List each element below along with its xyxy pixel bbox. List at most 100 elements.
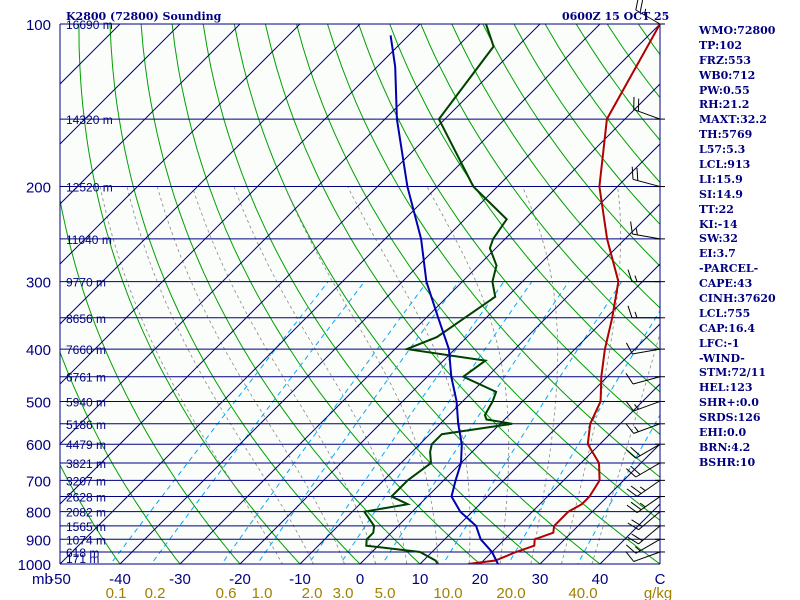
pressure-tick-label: 800 <box>26 505 51 522</box>
isotherm <box>179 83 660 564</box>
wind-half-feather <box>634 546 641 552</box>
pressure-tick-label: 1000 <box>18 557 51 574</box>
wind-half-feather <box>634 404 639 410</box>
pressure-tick-label: 500 <box>26 394 51 411</box>
temperature-tick-label: -40 <box>109 571 131 588</box>
index-item: EHI:0.0 <box>699 426 747 440</box>
mixing-ratio-line <box>109 281 329 564</box>
pressure-tick-label: 300 <box>26 275 51 292</box>
isotherm <box>60 24 421 385</box>
wind-feather <box>635 0 639 11</box>
height-label: 618 m <box>66 546 99 560</box>
moist-adiabat <box>126 186 314 564</box>
temperature-tick-label: 20 <box>472 571 489 588</box>
height-label: 9770 m <box>66 276 106 290</box>
wind-feather <box>625 551 635 562</box>
wind-staff <box>632 348 661 355</box>
wind-feather <box>625 468 637 478</box>
mixing-ratio-label: 40.0 <box>568 585 597 600</box>
wind-staff <box>632 376 661 385</box>
wind-barb <box>627 525 665 545</box>
temperature-tick-label: 10 <box>412 571 429 588</box>
height-label: 5186 m <box>66 418 106 432</box>
height-label: 5940 m <box>66 395 106 409</box>
wind-half-feather <box>643 8 647 16</box>
moist-adiabat <box>233 186 408 564</box>
mixing-ratio-label: g/kg <box>644 585 672 600</box>
wind-feather <box>625 449 637 459</box>
pressure-tick-label: 400 <box>26 342 51 359</box>
dewpoint-line <box>362 24 513 564</box>
dry-adiabat <box>60 463 121 564</box>
index-item: CAP:16.4 <box>699 321 756 335</box>
height-label: 8656 m <box>66 312 106 326</box>
wind-half-feather <box>634 275 638 282</box>
isotherm <box>60 24 601 564</box>
index-item: LFC:-1 <box>699 336 740 350</box>
wind-feather <box>625 423 635 434</box>
wind-barb <box>625 462 665 478</box>
wind-half-feather <box>639 486 646 492</box>
height-label: 2082 m <box>66 506 106 520</box>
index-item: TT:22 <box>699 202 734 216</box>
wind-half-feather <box>634 311 638 318</box>
isotherm <box>60 24 241 205</box>
pressure-tick-label: 100 <box>26 17 51 34</box>
wind-half-feather <box>634 426 639 433</box>
index-item: FRZ:553 <box>699 53 752 67</box>
pressure-tick-label: 200 <box>26 180 51 197</box>
mixing-ratio-label: 3.0 <box>333 585 354 600</box>
mixing-ratio-line <box>507 309 660 564</box>
moist-adiabat <box>156 186 345 564</box>
wind-feather <box>631 519 643 527</box>
pressure-tick-label: 900 <box>26 532 51 549</box>
index-item: WB0:712 <box>699 68 756 82</box>
wind-feather <box>627 269 633 282</box>
height-label: 171 m <box>66 552 99 566</box>
temperature-tick-label: -10 <box>289 571 311 588</box>
pressure-axis-unit: mb <box>32 571 53 588</box>
index-item: CINH:37620 <box>699 292 776 306</box>
wind-feather <box>630 446 641 457</box>
moist-adiabat <box>426 186 510 564</box>
temperature-tick-label: C <box>655 571 666 588</box>
index-item: STM:72/11 <box>699 366 766 380</box>
temperature-tick-label: 30 <box>532 571 549 588</box>
temperature-tick-label: 40 <box>592 571 609 588</box>
isotherm <box>479 383 660 564</box>
isotherm <box>359 263 660 564</box>
index-item: TH:5769 <box>699 128 753 142</box>
mixing-ratio-label: 20.0 <box>496 585 525 600</box>
isotherm <box>60 24 541 505</box>
wind-feather <box>630 221 633 235</box>
isotherm <box>539 443 660 564</box>
wind-feather <box>626 488 638 497</box>
isobars <box>60 23 660 565</box>
wind-barb <box>627 269 665 283</box>
wind-feather <box>625 373 634 385</box>
mixing-ratio-line <box>442 281 623 564</box>
wind-barb <box>635 0 665 25</box>
height-label: 2628 m <box>66 491 106 505</box>
isotherm <box>419 323 660 564</box>
wind-feather <box>630 501 642 511</box>
temperature-tick-label: -20 <box>229 571 251 588</box>
wind-feather <box>627 536 639 545</box>
pressure-tick-label: 600 <box>26 437 51 454</box>
wind-barb <box>626 496 665 514</box>
temperature-line <box>467 24 660 564</box>
wind-feather <box>630 485 642 494</box>
height-label: 12520 m <box>66 181 113 195</box>
index-item: SRDS:126 <box>699 411 761 425</box>
index-item: LCL:913 <box>699 158 751 172</box>
dry-adiabat <box>60 350 181 564</box>
mixing-ratio-label: 5.0 <box>375 585 396 600</box>
wind-barb <box>625 443 665 459</box>
isotherm <box>60 24 301 265</box>
index-item: WMO:72800 <box>699 24 776 37</box>
isotherm <box>119 24 660 564</box>
index-item: BRN:4.2 <box>699 440 751 454</box>
temperature-tick-label: 0 <box>356 571 364 588</box>
